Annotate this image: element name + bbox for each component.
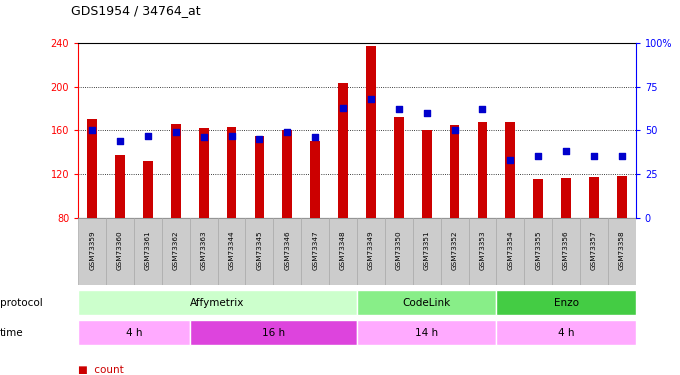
Bar <box>617 176 627 218</box>
Bar <box>273 217 301 285</box>
Point <box>393 106 404 112</box>
Bar <box>552 217 580 285</box>
Bar <box>385 217 413 285</box>
Bar <box>87 119 97 218</box>
Bar <box>422 130 432 218</box>
Text: GSM73351: GSM73351 <box>424 230 430 270</box>
Point <box>477 106 488 112</box>
Bar <box>496 217 524 285</box>
Text: GSM73346: GSM73346 <box>284 230 290 270</box>
Bar <box>366 46 376 217</box>
Point <box>171 129 182 135</box>
Bar <box>469 217 496 285</box>
Point <box>533 153 544 159</box>
Text: GSM73349: GSM73349 <box>368 230 374 270</box>
Text: GSM73356: GSM73356 <box>563 230 569 270</box>
Bar <box>505 122 515 218</box>
Text: GSM73353: GSM73353 <box>479 230 486 270</box>
Bar <box>477 122 488 218</box>
Text: GSM73362: GSM73362 <box>173 230 179 270</box>
Text: GSM73347: GSM73347 <box>312 230 318 270</box>
Bar <box>245 217 273 285</box>
Point <box>143 132 154 138</box>
Text: 14 h: 14 h <box>415 328 439 338</box>
Bar <box>441 217 469 285</box>
Text: time: time <box>0 328 24 338</box>
Point <box>282 129 292 135</box>
Bar <box>329 217 357 285</box>
Point <box>337 105 348 111</box>
Point <box>560 148 571 154</box>
Bar <box>301 217 329 285</box>
Bar <box>254 136 265 218</box>
Point <box>254 136 265 142</box>
Bar <box>496 320 636 345</box>
Text: 4 h: 4 h <box>558 328 575 338</box>
Bar <box>589 177 599 218</box>
Text: 4 h: 4 h <box>126 328 142 338</box>
Bar <box>134 217 162 285</box>
Bar <box>162 217 190 285</box>
Text: GSM73350: GSM73350 <box>396 230 402 270</box>
Point <box>589 153 600 159</box>
Bar <box>78 217 106 285</box>
Text: GSM73345: GSM73345 <box>256 230 262 270</box>
Bar <box>226 127 237 218</box>
Text: GSM73348: GSM73348 <box>340 230 346 270</box>
Bar <box>561 178 571 218</box>
Bar <box>357 217 385 285</box>
Text: protocol: protocol <box>0 298 43 308</box>
Point <box>422 110 432 116</box>
Text: Enzo: Enzo <box>554 298 579 308</box>
Bar <box>338 84 348 218</box>
Text: GDS1954 / 34764_at: GDS1954 / 34764_at <box>71 4 201 17</box>
Point <box>616 153 627 159</box>
Point <box>449 128 460 134</box>
Bar <box>199 128 209 217</box>
Point <box>366 96 377 102</box>
Text: ■  count: ■ count <box>78 365 124 375</box>
Text: GSM73361: GSM73361 <box>145 230 151 270</box>
Bar <box>496 290 636 315</box>
Point <box>114 138 126 144</box>
Point <box>199 134 209 140</box>
Bar <box>282 130 292 218</box>
Bar <box>115 155 125 218</box>
Text: GSM73363: GSM73363 <box>201 230 207 270</box>
Bar <box>357 320 496 345</box>
Text: GSM73354: GSM73354 <box>507 230 513 270</box>
Bar <box>171 124 181 218</box>
Bar <box>190 217 218 285</box>
Bar <box>218 217 245 285</box>
Text: CodeLink: CodeLink <box>403 298 451 308</box>
Point <box>505 157 516 163</box>
Point <box>87 128 98 134</box>
Bar <box>394 117 404 218</box>
Text: GSM73352: GSM73352 <box>452 230 458 270</box>
Text: GSM73358: GSM73358 <box>619 230 625 270</box>
Text: 16 h: 16 h <box>262 328 285 338</box>
Text: GSM73357: GSM73357 <box>591 230 597 270</box>
Text: GSM73360: GSM73360 <box>117 230 123 270</box>
Bar <box>310 141 320 218</box>
Bar <box>580 217 608 285</box>
Bar <box>106 217 134 285</box>
Text: GSM73359: GSM73359 <box>89 230 95 270</box>
Bar <box>78 290 357 315</box>
Bar <box>357 290 496 315</box>
Bar <box>413 217 441 285</box>
Bar <box>190 320 357 345</box>
Text: Affymetrix: Affymetrix <box>190 298 245 308</box>
Bar <box>449 125 460 217</box>
Point <box>310 134 321 140</box>
Text: GSM73355: GSM73355 <box>535 230 541 270</box>
Text: GSM73344: GSM73344 <box>228 230 235 270</box>
Bar <box>533 179 543 218</box>
Point <box>226 132 237 138</box>
Bar <box>524 217 552 285</box>
Bar <box>608 217 636 285</box>
Bar <box>78 320 190 345</box>
Bar <box>143 161 153 218</box>
